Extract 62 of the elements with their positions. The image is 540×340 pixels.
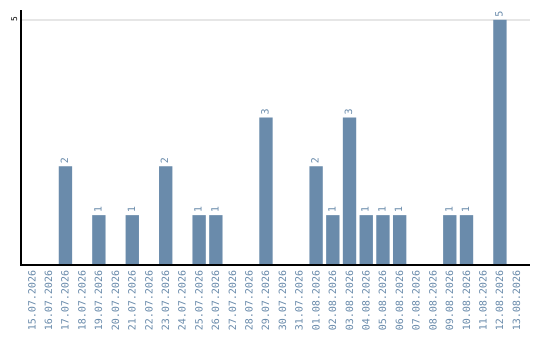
x-tick-label: 30.07.2026 xyxy=(278,270,289,330)
bar xyxy=(460,215,474,264)
bar xyxy=(92,215,106,264)
x-tick-label: 04.08.2026 xyxy=(361,270,372,330)
data-label: 3 xyxy=(344,108,356,114)
x-tick-label: 09.08.2026 xyxy=(445,270,456,330)
x-tick-label: 15.07.2026 xyxy=(27,270,38,330)
x-tick-label: 19.07.2026 xyxy=(94,270,106,330)
data-label: 1 xyxy=(444,206,456,212)
x-tick-label: 29.07.2026 xyxy=(261,270,272,330)
x-tick-label: 21.07.2026 xyxy=(128,270,139,330)
bar xyxy=(58,166,72,264)
data-label: 1 xyxy=(360,206,372,212)
x-tick-label: 11.08.2026 xyxy=(478,270,490,330)
bar xyxy=(309,166,323,264)
x-tick-label: 10.08.2026 xyxy=(462,270,473,330)
bar xyxy=(443,215,456,264)
data-label: 1 xyxy=(461,206,472,212)
data-label: 1 xyxy=(210,206,222,212)
x-tick-label: 22.07.2026 xyxy=(144,270,156,330)
data-label: 1 xyxy=(377,206,388,212)
x-tick-label: 13.08.2026 xyxy=(512,270,523,330)
x-tick-label: 08.08.2026 xyxy=(428,270,440,330)
x-tick-label: 23.07.2026 xyxy=(160,270,172,330)
x-tick-label: 01.08.2026 xyxy=(311,270,322,330)
x-tick-label: 27.07.2026 xyxy=(228,270,239,330)
bar xyxy=(259,117,273,264)
x-tick-label: 16.07.2026 xyxy=(44,270,55,330)
bar xyxy=(159,166,172,264)
bar xyxy=(342,117,356,264)
data-label: 3 xyxy=(260,108,272,114)
x-tick-label: 06.08.2026 xyxy=(394,270,406,330)
bar xyxy=(493,20,507,264)
bar xyxy=(126,215,139,264)
x-tick-label: 12.08.2026 xyxy=(495,270,506,330)
x-tick-label: 26.07.2026 xyxy=(211,270,222,330)
x-tick-label: 24.07.2026 xyxy=(178,270,189,330)
x-tick-label: 20.07.2026 xyxy=(110,270,122,330)
data-label: 1 xyxy=(93,206,104,212)
data-label: 2 xyxy=(160,157,172,164)
data-label: 1 xyxy=(394,206,406,212)
bar xyxy=(392,215,406,264)
bar xyxy=(326,215,340,264)
x-tick-label: 28.07.2026 xyxy=(244,270,256,330)
data-label: 2 xyxy=(310,157,322,164)
x-tick-label: 25.07.2026 xyxy=(194,270,206,330)
data-label: 1 xyxy=(327,206,338,212)
data-label: 2 xyxy=(60,157,71,164)
bar xyxy=(209,215,223,264)
bar xyxy=(360,215,373,264)
bar xyxy=(376,215,390,264)
data-label: 1 xyxy=(194,206,205,212)
bar xyxy=(192,215,206,264)
x-tick-label: 02.08.2026 xyxy=(328,270,340,330)
data-label: 1 xyxy=(126,206,138,212)
x-tick-label: 18.07.2026 xyxy=(77,270,88,330)
x-tick-label: 05.08.2026 xyxy=(378,270,390,330)
x-tick-label: 31.07.2026 xyxy=(294,270,306,330)
data-label: 5 xyxy=(494,10,506,17)
x-tick-label: 03.08.2026 xyxy=(344,270,356,330)
x-tick-label: 07.08.2026 xyxy=(412,270,423,330)
x-tick-label: 17.07.2026 xyxy=(60,270,72,330)
